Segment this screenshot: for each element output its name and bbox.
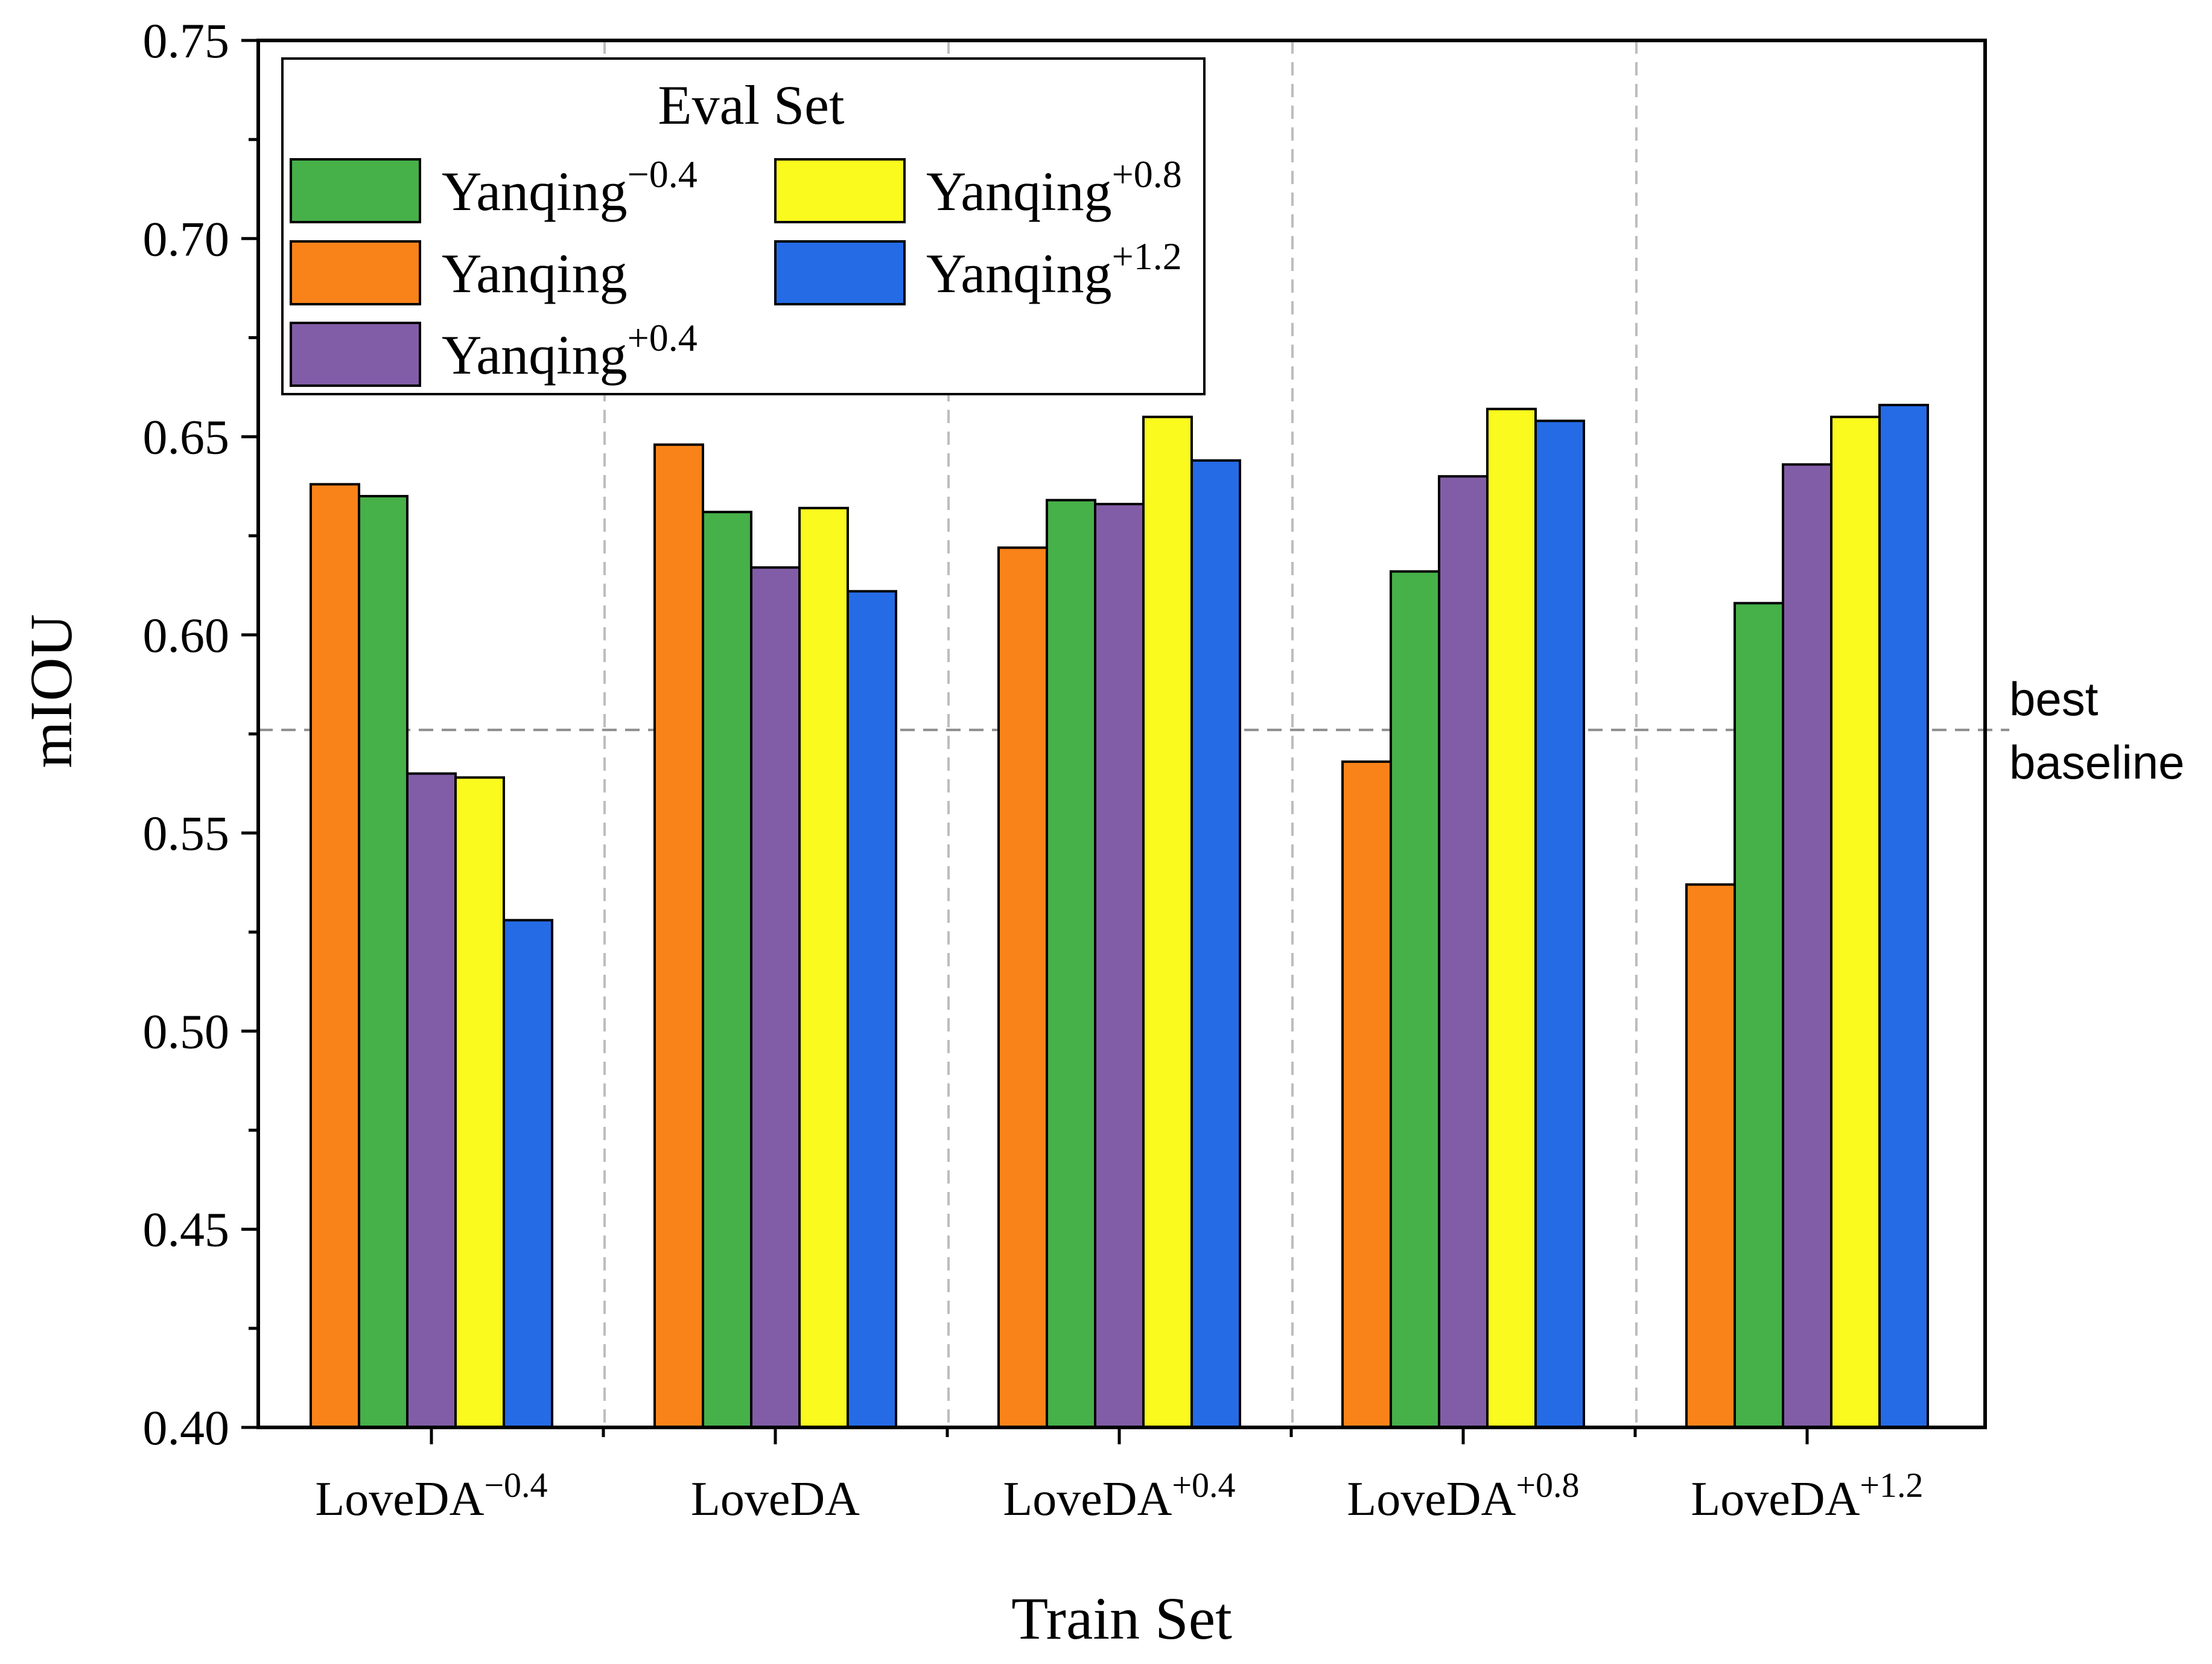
legend-swatch-1 <box>290 240 421 305</box>
x-tick-label: LoveDA+0.4 <box>1003 1465 1235 1526</box>
bar-3-cat-5 <box>1782 463 1832 1429</box>
legend-label-5: Yanqing+1.2 <box>926 235 1182 304</box>
bar-3-cat-4 <box>1438 475 1489 1429</box>
bar-2-cat-2 <box>702 511 752 1429</box>
bar-4-cat-1 <box>454 776 505 1429</box>
x-tick-label: LoveDA+1.2 <box>1691 1465 1923 1526</box>
bar-3-cat-1 <box>406 772 457 1429</box>
bar-5-cat-2 <box>847 590 897 1429</box>
legend-box <box>281 57 1206 395</box>
bar-5-cat-1 <box>503 919 553 1429</box>
bar-1-cat-2 <box>653 443 704 1429</box>
y-tick-label: 0.55 <box>143 806 230 861</box>
reference-label-line2: baseline <box>2009 736 2185 789</box>
y-axis-title: mIOU <box>17 614 84 768</box>
y-tick-label: 0.45 <box>143 1202 230 1257</box>
bar-1-cat-5 <box>1685 883 1736 1429</box>
legend-label-2: Yanqing−0.4 <box>442 153 698 222</box>
legend-swatch-4 <box>774 158 906 223</box>
bar-1-cat-3 <box>997 546 1048 1429</box>
legend-label-1: Yanqing <box>442 243 628 304</box>
bar-2-cat-3 <box>1046 499 1096 1429</box>
x-tick-label: LoveDA <box>691 1473 860 1526</box>
y-tick-label: 0.60 <box>143 608 230 663</box>
y-tick-label: 0.75 <box>143 13 230 68</box>
bar-5-cat-5 <box>1878 404 1929 1429</box>
legend-label-4: Yanqing+0.8 <box>926 153 1182 222</box>
y-tick-label: 0.50 <box>143 1004 230 1059</box>
legend-title: Eval Set <box>658 74 845 136</box>
legend-label-3: Yanqing+0.4 <box>442 316 698 386</box>
bar-3-cat-3 <box>1094 503 1145 1429</box>
y-tick-label: 0.40 <box>143 1400 230 1455</box>
legend-swatch-2 <box>290 158 421 223</box>
x-tick-label: LoveDA+0.8 <box>1347 1465 1579 1526</box>
legend-swatch-5 <box>774 240 906 305</box>
bar-2-cat-5 <box>1734 602 1784 1429</box>
bar-5-cat-4 <box>1534 419 1585 1429</box>
bar-4-cat-3 <box>1142 415 1193 1429</box>
bar-1-cat-1 <box>310 483 360 1429</box>
x-tick-label: LoveDA−0.4 <box>315 1465 547 1526</box>
legend-swatch-3 <box>290 322 421 387</box>
bar-4-cat-5 <box>1830 415 1881 1429</box>
y-tick-label: 0.70 <box>143 211 230 266</box>
bar-4-cat-4 <box>1486 407 1537 1429</box>
bar-5-cat-3 <box>1190 459 1241 1429</box>
bar-2-cat-4 <box>1390 570 1440 1429</box>
x-axis-title: Train Set <box>1011 1585 1232 1652</box>
bar-4-cat-2 <box>798 506 849 1429</box>
y-tick-label: 0.65 <box>143 410 230 465</box>
bar-2-cat-1 <box>358 495 408 1429</box>
reference-label-line1: best <box>2009 672 2099 725</box>
bar-3-cat-2 <box>750 566 801 1429</box>
bar-1-cat-4 <box>1341 760 1392 1429</box>
